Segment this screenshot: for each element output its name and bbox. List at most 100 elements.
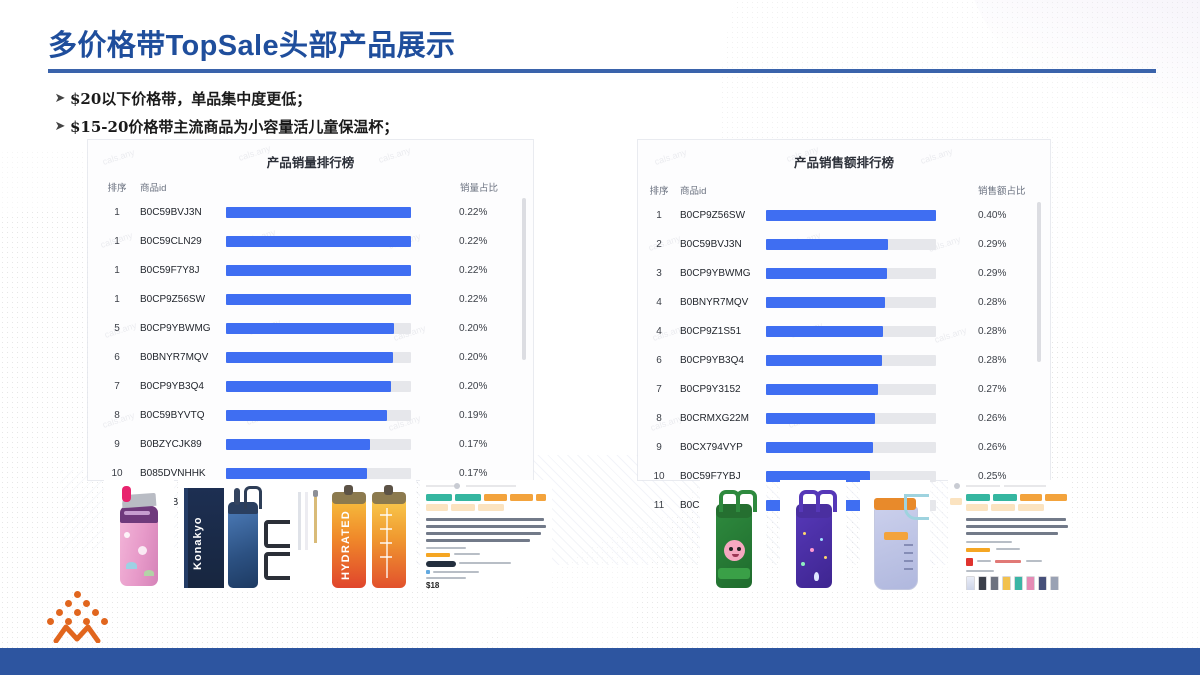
listing-tag [1045, 494, 1067, 501]
bottle-graphic-rainbow [126, 562, 137, 569]
table-row[interactable]: 1 B0C59BVJ3N 0.22% [88, 198, 533, 227]
arrow-marker-icon: ➤ [54, 90, 66, 105]
listing-breadcrumb [426, 485, 460, 487]
row-rank: 6 [656, 355, 662, 366]
table-row[interactable]: 4 B0BNYR7MQV 0.28% [638, 288, 1050, 317]
amazon-listing-screenshot-right [948, 480, 1070, 590]
row-share-value: 0.17% [459, 468, 488, 479]
row-bar-fill [766, 442, 874, 453]
row-product-id: B0C59BVJ3N [140, 207, 202, 218]
listing-price: $18 [426, 581, 440, 590]
row-rank: 2 [656, 239, 662, 250]
row-bar-track [226, 236, 411, 247]
row-bar-fill [226, 381, 391, 392]
row-bar-track [766, 297, 936, 308]
listing-subtag [1018, 504, 1044, 511]
bottle-motivational-text: HYDRATED [340, 510, 352, 580]
listing-title-line [426, 539, 530, 542]
table-row[interactable]: 9 B0BZYCJK89 0.17% [88, 430, 533, 459]
row-bar-track [226, 468, 411, 479]
background-corner-swoosh [960, 0, 1200, 160]
chart-rows-sales-volume[interactable]: 1 B0C59BVJ3N 0.22% 1 B0C59CLN29 0.22% 1 B0C59F7… [88, 198, 533, 517]
row-bar-fill [766, 413, 875, 424]
listing-subline [426, 547, 466, 549]
row-rank: 10 [653, 471, 665, 482]
chart-rows-sales-amount[interactable]: 1 B0CP9Z56SW 0.40% 2 B0C59BVJ3N 0.29% 3 B0CP9YB… [638, 201, 1050, 520]
listing-tag [455, 494, 481, 501]
row-share-value: 0.28% [978, 355, 1007, 366]
row-share-value: 0.22% [459, 236, 488, 247]
bottle-grass-graphic [718, 568, 750, 579]
row-bar-track [226, 352, 411, 363]
product-image-strip-left: Konakyo HYDRATED [104, 480, 552, 590]
chart-title-sales-volume: 产品销量排行榜 [266, 156, 355, 170]
bottle-measure-tick [904, 552, 913, 554]
table-row[interactable]: 7 B0CP9Y3152 0.27% [638, 375, 1050, 404]
table-row[interactable]: 1 B0C59CLN29 0.22% [88, 227, 533, 256]
bottle-time-tick [380, 542, 392, 544]
listing-subtag [451, 504, 475, 511]
listing-brand-meta [1026, 560, 1042, 562]
listing-tag [966, 494, 990, 501]
bottle-measure-tick [904, 560, 913, 562]
table-row[interactable]: 8 B0CRMXG22M 0.26% [638, 404, 1050, 433]
bullet-text: $20以下价格带，单品集中度更低； [70, 89, 312, 108]
bottle-character-face [724, 540, 745, 561]
panel-scrollbar-left[interactable] [522, 198, 526, 360]
variation-swatch [1002, 576, 1011, 590]
row-share-value: 0.19% [459, 410, 488, 421]
rating-stars-icon [426, 553, 450, 557]
row-product-id: B0CP9Z56SW [140, 294, 206, 305]
table-row[interactable]: 8 B0C59BYVTQ 0.19% [88, 401, 533, 430]
table-row[interactable]: 1 B0CP9Z56SW 0.22% [88, 285, 533, 314]
bottle-lid-latch-second [384, 485, 393, 495]
row-product-id: B0C59F7Y8J [140, 265, 200, 276]
bottle-body [228, 502, 258, 588]
column-header-rank: 排序 [649, 186, 669, 197]
product-image-straw-and-brush-accessories [290, 480, 324, 590]
table-row[interactable]: 7 B0CP9YB3Q4 0.20% [88, 372, 533, 401]
table-row[interactable]: 6 B0CP9YB3Q4 0.28% [638, 346, 1050, 375]
row-bar-track [226, 323, 411, 334]
listing-title-line [426, 518, 544, 521]
table-row[interactable]: 3 B0CP9YBWMG 0.29% [638, 259, 1050, 288]
table-row[interactable]: 9 B0CX794VYP 0.26% [638, 433, 1050, 462]
row-bar-track [766, 326, 936, 337]
share-icon [954, 483, 960, 489]
row-rank: 3 [656, 268, 662, 279]
listing-subtag [426, 504, 448, 511]
product-box-edge [184, 488, 228, 588]
page-title: 多价格带TopSale头部产品展示 [48, 30, 456, 62]
row-product-id: B0C59CLN29 [140, 236, 202, 247]
row-rank: 6 [114, 352, 120, 363]
listing-subline [966, 541, 1012, 543]
product-image-nalgene-clear-amethyst-bottle [860, 480, 930, 590]
product-image-purple-space-kids-bottle [780, 480, 846, 590]
panel-scrollbar-right[interactable] [1037, 202, 1041, 362]
table-row[interactable]: 10 B0C59F7YBJ 0.25% [638, 462, 1050, 491]
row-bar-fill [766, 471, 870, 482]
table-row[interactable]: 1 B0CP9Z56SW 0.40% [638, 201, 1050, 230]
row-rank: 1 [114, 236, 120, 247]
bottle-cap-second [372, 492, 406, 504]
listing-link [426, 577, 466, 579]
table-row[interactable]: 2 B0C59BVJ3N 0.29% [638, 230, 1050, 259]
bottle-star-graphic [824, 556, 827, 559]
table-row[interactable]: 4 B0CP9Z1S51 0.28% [638, 317, 1050, 346]
table-row[interactable]: 6 B0BNYR7MQV 0.20% [88, 343, 533, 372]
row-bar-fill [226, 439, 371, 450]
character-eye [737, 547, 741, 551]
row-bar-fill [766, 268, 887, 279]
row-share-value: 0.17% [459, 439, 488, 450]
accessory-straw [305, 492, 308, 550]
row-share-value: 0.27% [978, 384, 1007, 395]
table-row[interactable]: 1 B0C59F7Y8J 0.22% [88, 256, 533, 285]
product-box [184, 488, 224, 588]
row-product-id: B0C59BYVTQ [140, 410, 205, 421]
row-bar-track [226, 265, 411, 276]
row-bar-fill [226, 207, 411, 218]
share-icon [454, 483, 460, 489]
row-rank: 10 [111, 468, 123, 479]
table-row[interactable]: 10 B085DVNHHK 0.17% [88, 459, 533, 488]
table-row[interactable]: 5 B0CP9YBWMG 0.20% [88, 314, 533, 343]
